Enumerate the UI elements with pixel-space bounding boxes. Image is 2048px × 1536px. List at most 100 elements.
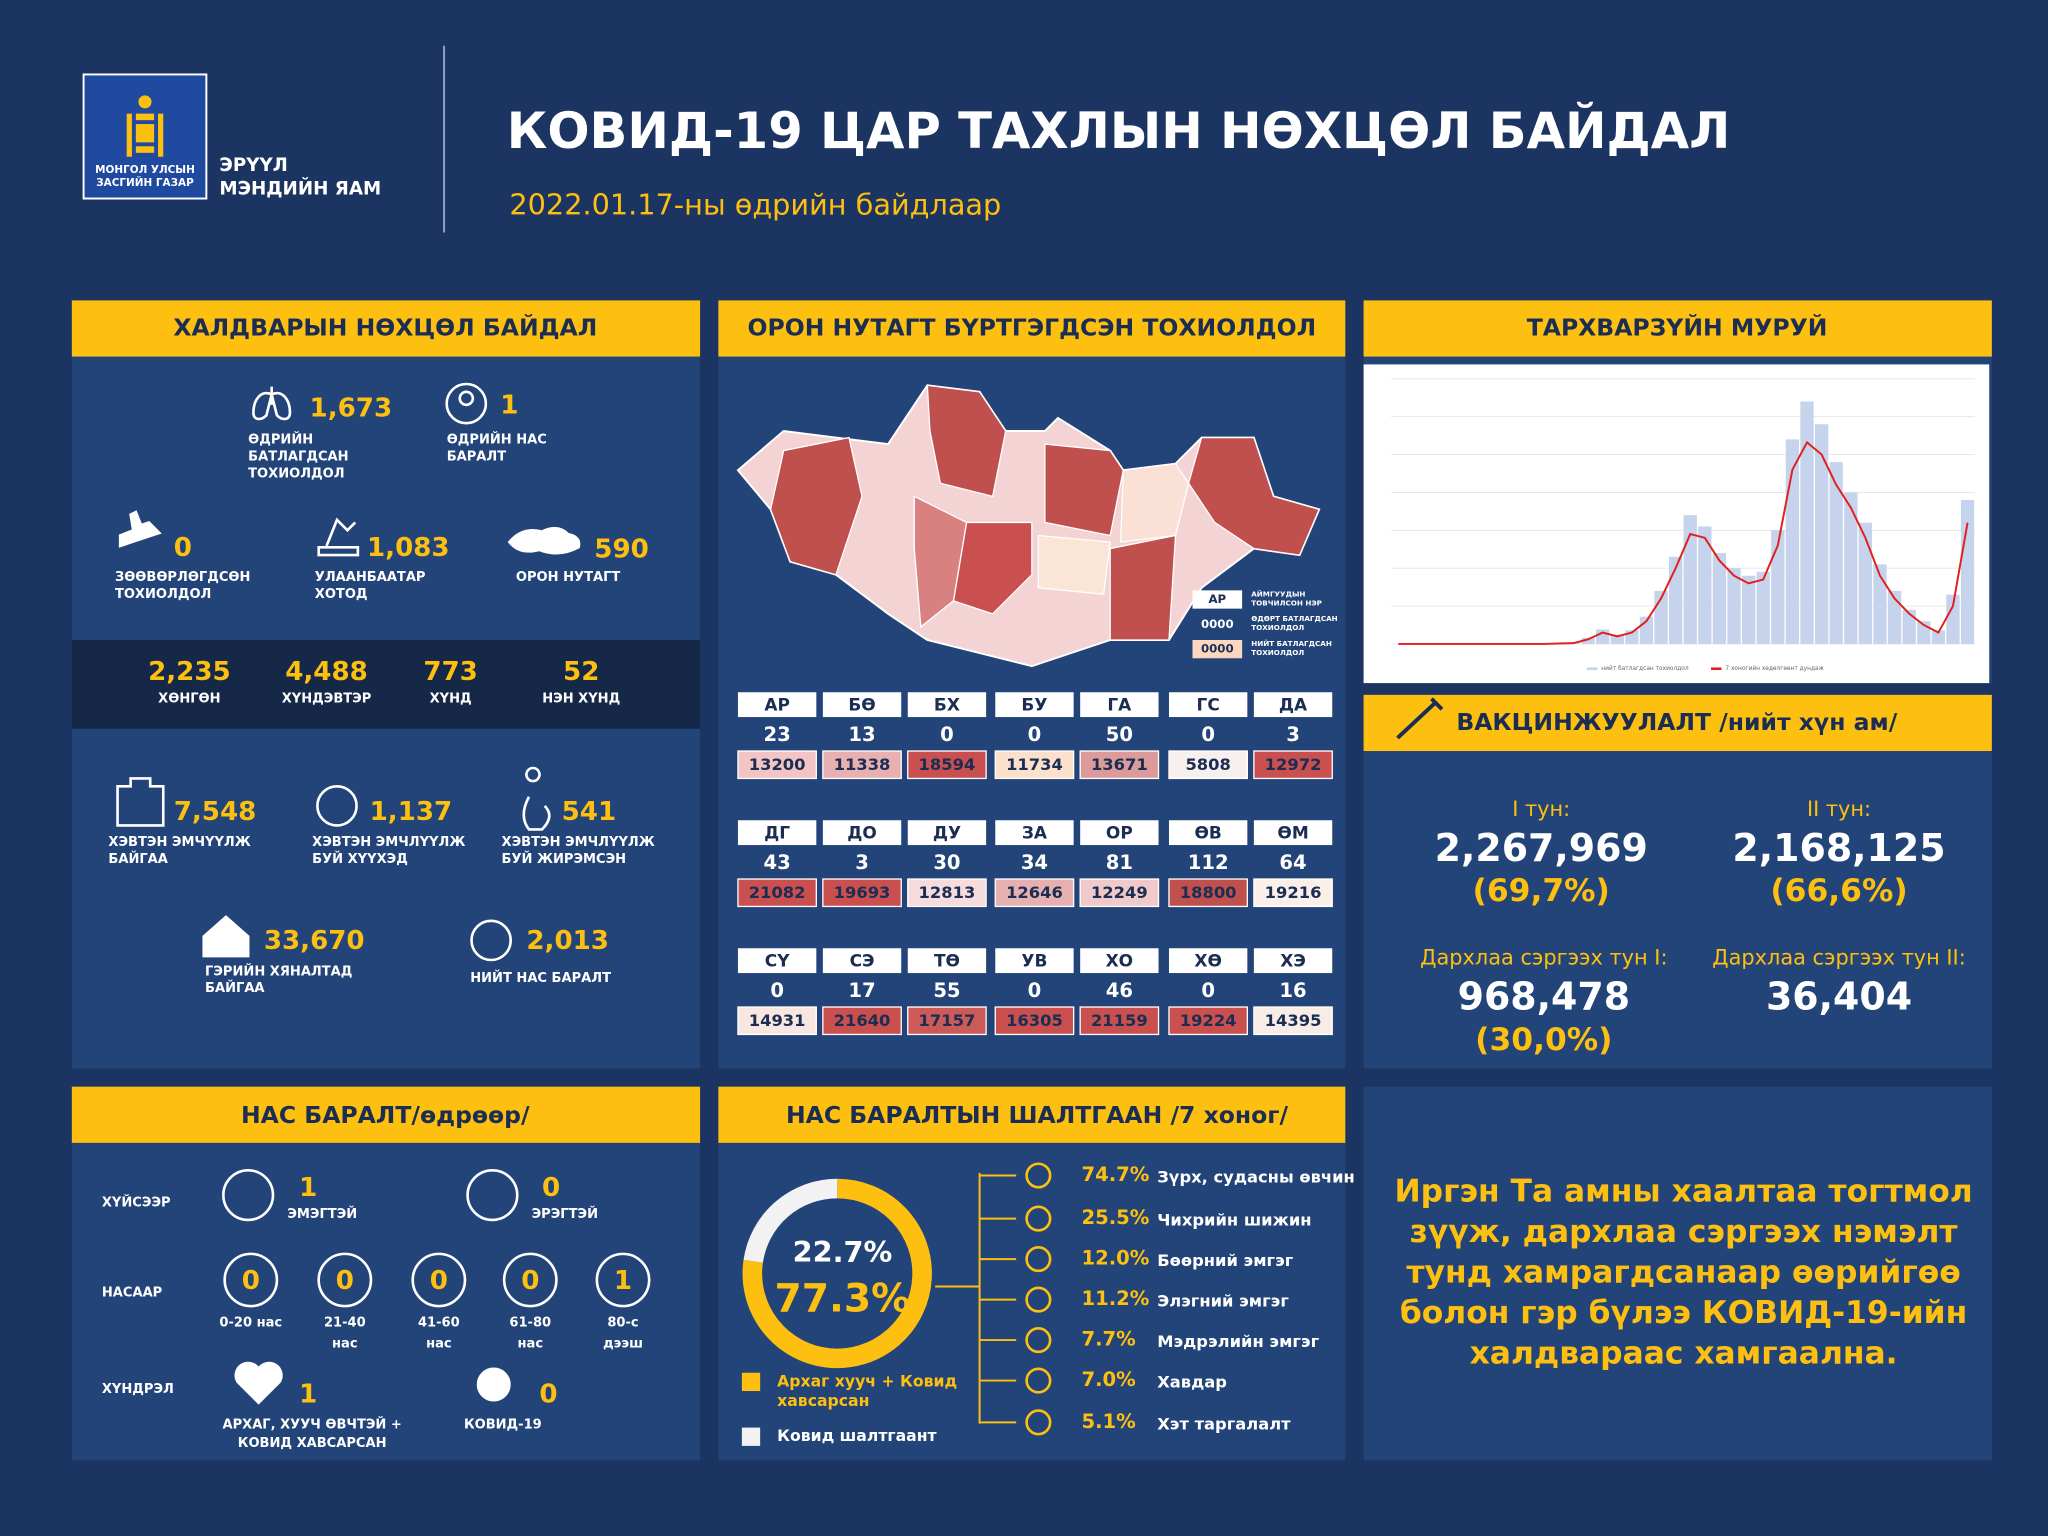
legend-swatch (741, 1372, 761, 1392)
panel-title: ВАКЦИНЖУУЛАЛТ /нийт хүн ам/ (1456, 708, 1897, 736)
total-box (737, 1006, 817, 1036)
province-daily: 17 (848, 979, 875, 1002)
province-code: ХЭ (1280, 951, 1306, 971)
vaccine-value: 36,404 (1766, 975, 1912, 1019)
panel (718, 300, 1346, 1069)
province-daily: 13 (848, 723, 875, 746)
legend-swatch (741, 1427, 761, 1446)
panel-header (718, 1086, 1346, 1143)
vaccine-value: 968,478 (1458, 975, 1630, 1019)
care-label: БАЙГАА (108, 851, 168, 867)
donut-label: 22.7% (793, 1235, 893, 1269)
bar (1960, 499, 1975, 644)
bar (1581, 637, 1595, 644)
code-box (995, 820, 1074, 846)
person-icon (470, 919, 512, 962)
death-label: КОВИД ХАВСАРСАН (238, 1436, 387, 1451)
total-box (822, 1006, 902, 1036)
province-total: 11338 (834, 755, 891, 774)
stat-label: БАТЛАГДСАН (248, 450, 348, 465)
line (1398, 440, 1969, 645)
code-box (995, 692, 1074, 718)
province-total: 12249 (1091, 883, 1148, 902)
code-box (1080, 948, 1159, 974)
donut-label: 77.3% (774, 1276, 910, 1321)
cause-icon (1025, 1409, 1052, 1436)
care-label: ХЭВТЭН ЭМЧҮҮЛЖ (108, 835, 250, 850)
care-label: ХЭВТЭН ЭМЧЛҮҮЛЖ (502, 835, 655, 850)
bar (1931, 630, 1946, 644)
message: тунд хамрагдсанаар өөрийгөө (1406, 1254, 1960, 1290)
total-box (1079, 750, 1160, 780)
legend-label: НИЙТ БАТЛАГДСАН (1251, 639, 1332, 648)
stat-label: ТОХИОЛДОЛ (115, 587, 211, 602)
region (1109, 534, 1177, 641)
province-code: ДА (1279, 695, 1308, 715)
bar (1712, 553, 1727, 644)
severity-label: НЭН ХҮНД (542, 691, 620, 706)
cause-name: Чихрийн шижин (1157, 1211, 1311, 1230)
total-box (1168, 750, 1248, 780)
person-icon (445, 382, 488, 425)
province-daily: 3 (855, 851, 869, 874)
statue-icon (317, 517, 360, 557)
legend-sample: 0000 (1201, 617, 1234, 631)
cause-name: Зүрх, судасны өвчин (1157, 1168, 1355, 1187)
province-code: ХО (1106, 951, 1134, 971)
province-daily: 0 (1201, 723, 1215, 746)
code-box (995, 948, 1074, 974)
province-code: БХ (934, 695, 960, 715)
death-value: 0 (336, 1266, 354, 1296)
care-label: БАЙГАА (205, 980, 265, 996)
legend-label: хавсарсан (777, 1391, 869, 1410)
age-label: нас (426, 1337, 452, 1352)
total-box (822, 750, 902, 780)
legend-label: ТОХИОЛДОЛ (1251, 648, 1304, 657)
bar (1771, 530, 1785, 644)
cause-name: Элэгний эмгэг (1157, 1292, 1289, 1311)
row-label: НАСААР (102, 1286, 163, 1301)
death-label: ЭМЭГТЭЙ (287, 1206, 357, 1222)
care-value: 541 (562, 797, 617, 827)
province-total: 18800 (1180, 883, 1237, 902)
bar (1610, 634, 1624, 644)
total-box (822, 878, 902, 908)
bar (1902, 609, 1916, 644)
province-code: ХӨ (1194, 951, 1222, 971)
cause-name: Мэдрэлийн эмгэг (1157, 1332, 1319, 1351)
region (926, 384, 1007, 498)
cause-icon (1025, 1162, 1052, 1189)
province-total: 21640 (834, 1011, 891, 1030)
stat-label: ОРОН НУТАГТ (516, 570, 620, 585)
age-circle (223, 1252, 279, 1308)
cause-name: Бөөрний эмгэг (1157, 1251, 1294, 1270)
stat-label: БАРАЛТ (447, 450, 507, 465)
logo-text: МОНГОЛ УЛСЫН (95, 164, 195, 176)
panel (718, 1086, 1346, 1461)
virus-icon (476, 1367, 511, 1402)
legend-swatch (1711, 667, 1722, 671)
total-box (1168, 878, 1248, 908)
region (1044, 443, 1124, 537)
code-box (822, 820, 902, 846)
total-box (1253, 878, 1333, 908)
province-total: 12813 (919, 883, 976, 902)
vaccine-label: Дархлаа сэргээх тун I: (1420, 946, 1667, 970)
vaccine-percent: (30,0%) (1475, 1022, 1612, 1058)
province-daily: 23 (764, 723, 791, 746)
province-code: БУ (1021, 695, 1047, 715)
legend-label: Архаг хууч + Ковид (777, 1371, 957, 1390)
province-code: ГС (1197, 695, 1220, 715)
age-label: дээш (603, 1337, 643, 1352)
panel (71, 1086, 701, 1461)
province-daily: 0 (770, 979, 784, 1002)
region (769, 436, 863, 576)
province-daily: 43 (764, 851, 791, 874)
total-box (1253, 750, 1333, 780)
code-box (907, 692, 987, 718)
bar (1727, 568, 1741, 644)
legend-label: ӨДӨРТ БАТЛАГДСАН (1251, 614, 1337, 623)
date: 2022.01.17-ны өдрийн байдлаар (509, 187, 1001, 221)
code-box (737, 692, 817, 718)
